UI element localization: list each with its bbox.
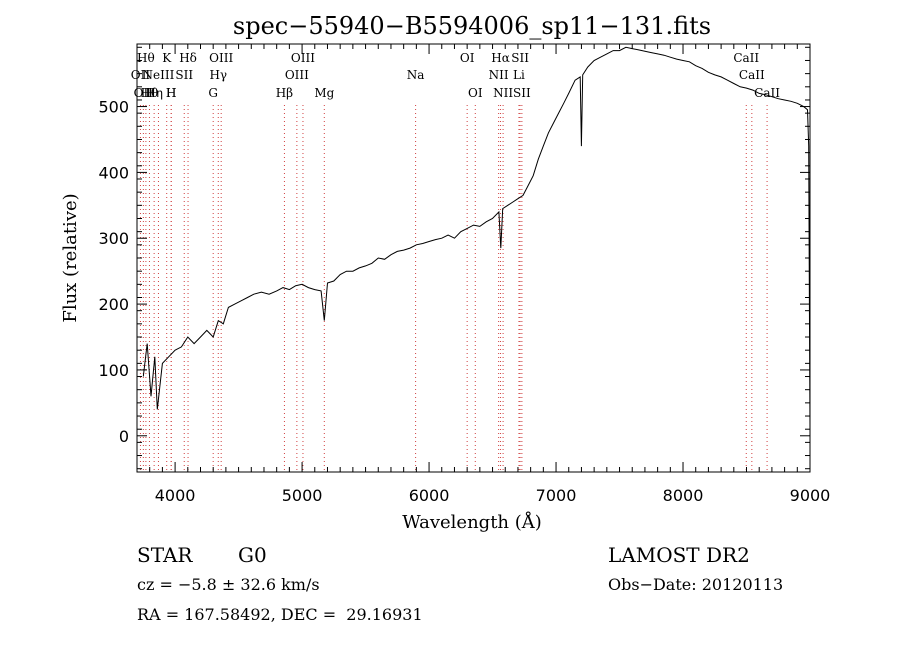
- marker-label: H: [166, 86, 176, 100]
- y-axis-label: Flux (relative): [60, 193, 81, 322]
- plot-frame: [136, 43, 811, 473]
- object-subclass: G0: [238, 543, 267, 567]
- marker-label: K: [162, 51, 172, 65]
- marker-label: Hδ: [179, 51, 197, 65]
- marker-label: Li: [513, 68, 525, 82]
- x-tick-label: 6000: [409, 486, 450, 505]
- y-tick-label: 200: [98, 295, 129, 314]
- marker-label: Hβ: [276, 86, 293, 100]
- line-marker-layer: [139, 105, 768, 472]
- marker-label: G: [208, 86, 218, 100]
- tick-layer: 4000 5000 6000 7000 8000 9000 0 100 200 300 400 500: [98, 44, 830, 505]
- marker-label: Hθ: [137, 51, 155, 65]
- redshift-text: cz = −5.8 ± 32.6 km/s: [137, 575, 320, 594]
- x-tick-label: 5000: [282, 486, 323, 505]
- marker-label: Hθ: [141, 86, 159, 100]
- survey-name: LAMOST DR2: [608, 543, 750, 567]
- marker-label: SII: [511, 51, 529, 65]
- marker-label: NeIII: [143, 68, 175, 82]
- marker-label: CaII: [739, 68, 765, 82]
- flux-series-line: [142, 46, 811, 433]
- marker-label: CaII: [754, 86, 780, 100]
- y-tick-label: 400: [98, 163, 129, 182]
- marker-label: OIII: [291, 51, 315, 65]
- obs-date-text: Obs−Date: 20120113: [608, 575, 783, 594]
- curve-layer: [142, 46, 811, 433]
- marker-label: OI: [468, 86, 483, 100]
- marker-label: OIII: [285, 68, 309, 82]
- y-tick-label: 0: [119, 427, 129, 446]
- y-tick-label: 500: [98, 98, 129, 117]
- marker-label: Hη: [145, 86, 163, 100]
- x-tick-label: 7000: [536, 486, 577, 505]
- marker-label-layer: OIIOIIHθHθHηNeIIIKHHSIIHδGHγOIIIHβOIIIOI…: [131, 51, 780, 100]
- marker-label: SII: [513, 86, 531, 100]
- marker-label: OIII: [209, 51, 233, 65]
- marker-label: NII: [493, 86, 513, 100]
- x-axis-label: Wavelength (Å): [402, 511, 542, 533]
- marker-label: SII: [175, 68, 193, 82]
- marker-label: CaII: [733, 51, 759, 65]
- y-tick-label: 100: [98, 361, 129, 380]
- coordinates-text: RA = 167.58492, DEC = 29.16931: [137, 605, 423, 624]
- marker-label: OI: [460, 51, 475, 65]
- marker-label: NII: [489, 68, 509, 82]
- marker-label: Mg: [314, 86, 334, 100]
- marker-label: H: [166, 86, 176, 100]
- chart-title: spec−55940−B5594006_sp11−131.fits: [233, 12, 711, 40]
- marker-label: Hγ: [209, 68, 227, 82]
- x-tick-label: 4000: [155, 486, 196, 505]
- marker-label: Hα: [491, 51, 510, 65]
- marker-label: OII: [134, 86, 154, 100]
- marker-label: OII: [131, 68, 151, 82]
- y-tick-label: 300: [98, 229, 129, 248]
- object-class: STAR: [137, 543, 193, 567]
- marker-label: Na: [407, 68, 425, 82]
- x-tick-label: 8000: [663, 486, 704, 505]
- x-tick-label: 9000: [790, 486, 831, 505]
